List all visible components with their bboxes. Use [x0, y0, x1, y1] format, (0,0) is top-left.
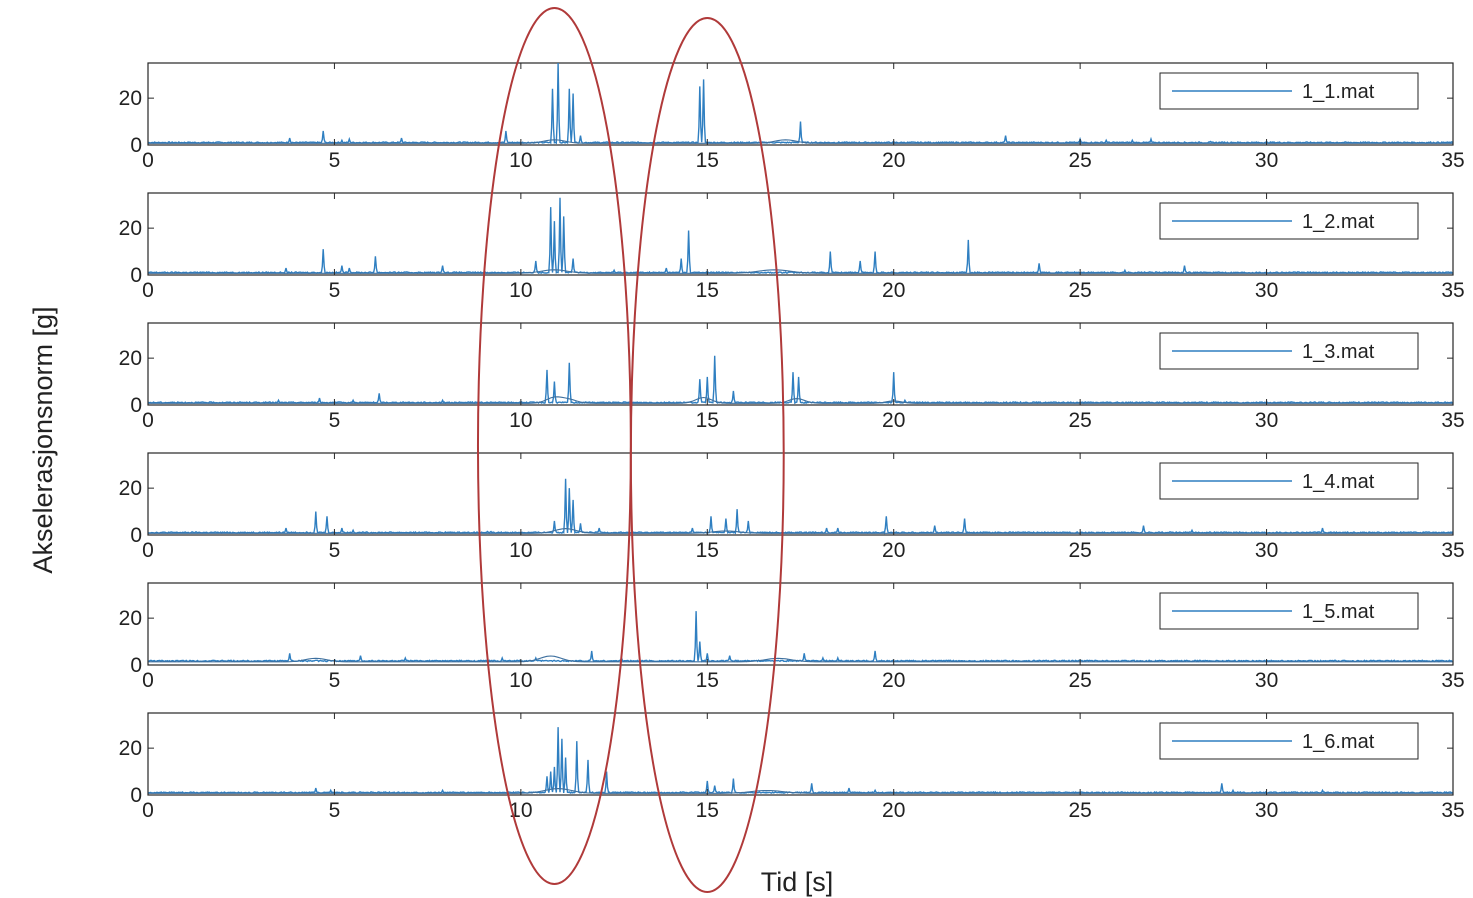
x-tick-label: 30 — [1255, 799, 1278, 822]
x-tick-label: 25 — [1068, 669, 1091, 692]
data-series-envelope — [148, 139, 1453, 144]
data-series-envelope — [148, 396, 1453, 404]
data-series-line — [147, 355, 1454, 405]
x-tick-label: 10 — [509, 539, 532, 562]
x-tick-label: 35 — [1441, 539, 1464, 562]
x-tick-label: 0 — [142, 409, 154, 432]
subplot-panels: 0 5 10 15 20 25 30 35 0 20 1_1.mat 0 5 10 15 20 25 30 35 0 2… — [119, 62, 1465, 822]
x-tick-label: 0 — [142, 279, 154, 302]
x-tick-label: 25 — [1068, 149, 1091, 172]
highlight-ellipse-2 — [629, 17, 785, 893]
y-tick-label: 0 — [130, 394, 142, 417]
x-tick-label: 25 — [1068, 799, 1091, 822]
data-series-envelope — [148, 528, 1453, 534]
x-tick-label: 20 — [882, 669, 905, 692]
x-tick-label: 20 — [882, 539, 905, 562]
data-series-line — [147, 611, 1453, 663]
data-series-envelope — [148, 655, 1453, 663]
x-tick-label: 10 — [509, 409, 532, 432]
x-tick-label: 10 — [509, 279, 532, 302]
x-tick-label: 30 — [1255, 149, 1278, 172]
x-tick-label: 15 — [696, 799, 719, 822]
y-axis-label: Akselerasjonsnorm [g] — [28, 306, 58, 573]
x-tick-label: 0 — [142, 149, 154, 172]
x-tick-label: 15 — [696, 149, 719, 172]
y-tick-label: 20 — [119, 347, 142, 370]
x-tick-label: 0 — [142, 669, 154, 692]
y-tick-label: 20 — [119, 607, 142, 630]
legend: 1_3.mat — [1159, 332, 1419, 370]
annotation-overlay — [476, 7, 785, 893]
x-tick-label: 10 — [509, 149, 532, 172]
x-tick-label: 20 — [882, 409, 905, 432]
x-tick-label: 15 — [696, 539, 719, 562]
x-tick-label: 15 — [696, 279, 719, 302]
x-tick-label: 5 — [329, 279, 341, 302]
x-tick-label: 25 — [1068, 279, 1091, 302]
legend-entry: 1_2.mat — [1302, 211, 1375, 233]
x-tick-label: 10 — [509, 669, 532, 692]
legend: 1_6.mat — [1159, 722, 1419, 760]
y-tick-label: 20 — [119, 87, 142, 110]
legend: 1_2.mat — [1159, 202, 1419, 240]
x-tick-label: 30 — [1255, 539, 1278, 562]
data-series-envelope — [148, 269, 1453, 274]
x-tick-label: 20 — [882, 279, 905, 302]
y-tick-label: 0 — [130, 784, 142, 807]
legend: 1_4.mat — [1159, 462, 1419, 500]
data-series-line — [147, 478, 1454, 535]
legend: 1_1.mat — [1159, 72, 1419, 110]
x-tick-label: 35 — [1441, 669, 1464, 692]
y-tick-label: 0 — [130, 524, 142, 547]
y-tick-label: 20 — [119, 737, 142, 760]
x-tick-label: 35 — [1441, 409, 1464, 432]
x-tick-label: 20 — [882, 149, 905, 172]
x-tick-label: 30 — [1255, 669, 1278, 692]
x-tick-label: 5 — [329, 539, 341, 562]
subplot-6: 0 5 10 15 20 25 30 35 0 20 1_6.mat — [119, 712, 1465, 822]
x-tick-label: 30 — [1255, 409, 1278, 432]
x-tick-label: 35 — [1441, 799, 1464, 822]
x-tick-label: 20 — [882, 799, 905, 822]
x-tick-label: 5 — [329, 149, 341, 172]
x-tick-label: 25 — [1068, 409, 1091, 432]
x-tick-label: 15 — [696, 409, 719, 432]
legend-entry: 1_3.mat — [1302, 341, 1375, 363]
x-tick-label: 25 — [1068, 539, 1091, 562]
x-tick-label: 15 — [696, 669, 719, 692]
x-axis-label: Tid [s] — [761, 867, 834, 897]
x-tick-label: 35 — [1441, 279, 1464, 302]
x-tick-label: 5 — [329, 799, 341, 822]
legend: 1_5.mat — [1159, 592, 1419, 630]
y-tick-label: 0 — [130, 264, 142, 287]
data-series-envelope — [148, 788, 1453, 794]
subplot-3: 0 5 10 15 20 25 30 35 0 20 1_3.mat — [119, 322, 1465, 432]
x-tick-label: 35 — [1441, 149, 1464, 172]
legend-entry: 1_1.mat — [1302, 81, 1375, 103]
legend-entry: 1_5.mat — [1302, 601, 1375, 623]
subplot-4: 0 5 10 15 20 25 30 35 0 20 1_4.mat — [119, 452, 1465, 562]
y-tick-label: 20 — [119, 477, 142, 500]
x-tick-label: 0 — [142, 799, 154, 822]
x-tick-label: 0 — [142, 539, 154, 562]
subplot-2: 0 5 10 15 20 25 30 35 0 20 1_2.mat — [119, 192, 1465, 302]
data-series-line — [147, 62, 1454, 145]
subplot-1: 0 5 10 15 20 25 30 35 0 20 1_1.mat — [119, 62, 1465, 172]
x-tick-label: 30 — [1255, 279, 1278, 302]
legend-entry: 1_6.mat — [1302, 731, 1375, 753]
x-tick-label: 5 — [329, 669, 341, 692]
y-tick-label: 20 — [119, 217, 142, 240]
y-tick-label: 0 — [130, 654, 142, 677]
x-tick-label: 5 — [329, 409, 341, 432]
subplot-5: 0 5 10 15 20 25 30 35 0 20 1_5.mat — [119, 582, 1465, 692]
x-tick-label: 10 — [509, 799, 532, 822]
y-tick-label: 0 — [130, 134, 142, 157]
legend-entry: 1_4.mat — [1302, 471, 1375, 493]
